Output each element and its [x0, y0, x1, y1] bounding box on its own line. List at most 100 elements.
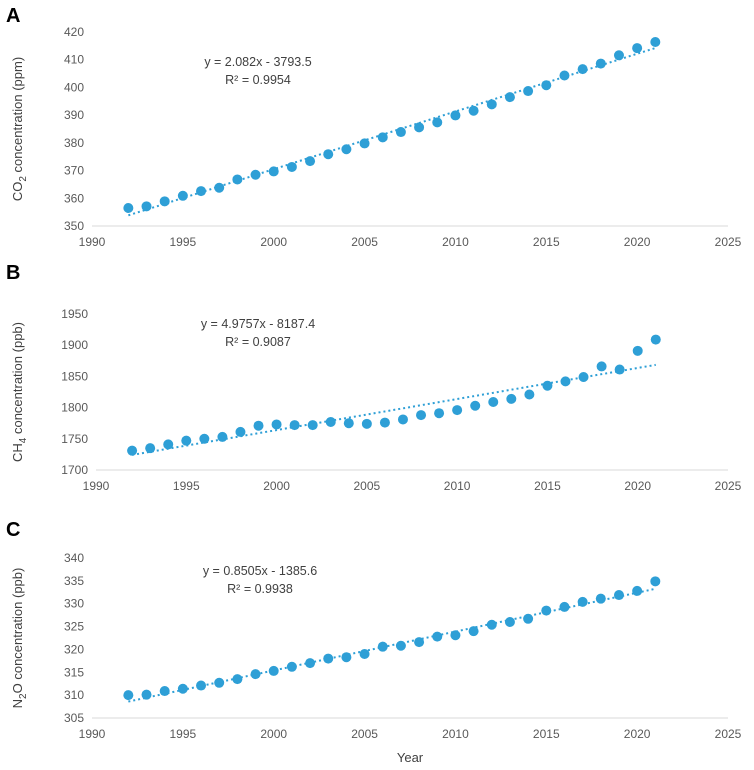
y-tick-label: 320: [64, 642, 84, 656]
data-point: [289, 420, 300, 431]
x-tick-label: 1995: [170, 727, 197, 741]
chart-panel-c: C 305 310 315 320 325 330 335 340 1990 1995 2000 200…: [6, 519, 742, 765]
y-axis-label-tail: O concentration (ppb): [10, 568, 25, 694]
data-point: [650, 36, 661, 47]
data-point: [452, 405, 463, 416]
data-point: [523, 613, 534, 624]
data-point: [450, 110, 461, 121]
data-point: [504, 617, 515, 627]
data-point: [450, 630, 461, 641]
data-point: [163, 439, 174, 450]
data-point: [123, 202, 134, 213]
data-point: [181, 435, 192, 446]
x-tick-label: 2010: [444, 479, 471, 493]
trendline: [128, 587, 656, 703]
data-point: [268, 665, 279, 676]
data-point: [559, 601, 570, 612]
data-point: [159, 196, 170, 207]
x-tick-label: 2005: [351, 235, 378, 249]
x-tick-label: 1990: [83, 479, 110, 493]
data-point: [305, 658, 316, 669]
data-point: [504, 92, 515, 103]
y-axis-label-subscript: 4: [18, 437, 29, 443]
data-point: [578, 372, 589, 383]
y-tick-label: 1750: [61, 432, 88, 446]
x-tick-label: 2010: [442, 235, 469, 249]
data-point: [395, 640, 406, 651]
y-tick-label: 1700: [61, 463, 88, 477]
data-point: [177, 683, 188, 694]
x-tick-label: 2010: [442, 727, 469, 741]
data-point: [177, 190, 188, 201]
data-point: [199, 433, 210, 444]
data-point: [123, 690, 134, 701]
data-point: [141, 201, 152, 212]
data-point: [486, 99, 497, 110]
y-tick-label: 410: [64, 53, 84, 67]
y-tick-label: 310: [64, 688, 84, 702]
y-tick-label: 330: [64, 597, 84, 611]
x-tick-label: 1990: [79, 235, 106, 249]
data-point: [361, 418, 372, 429]
y-tick-label: 360: [64, 191, 84, 205]
y-axis-label-main: N: [10, 699, 25, 708]
y-tick-label: 370: [64, 164, 84, 178]
data-point: [613, 50, 624, 61]
y-tick-label: 380: [64, 136, 84, 150]
trend-equation: y = 0.8505x - 1385.6: [203, 564, 317, 578]
panel-letter: B: [6, 262, 20, 284]
y-axis-label: CO2 concentration (ppm): [10, 57, 29, 201]
data-point: [613, 590, 624, 601]
data-point: [524, 389, 535, 400]
y-tick-label: 1950: [61, 307, 88, 321]
trend-r-squared: R² = 0.9938: [227, 582, 293, 596]
data-point: [468, 105, 479, 116]
data-point: [307, 420, 318, 431]
data-point: [523, 86, 534, 97]
y-tick-label: 340: [64, 551, 84, 565]
x-tick-label: 2000: [263, 479, 290, 493]
data-point: [377, 641, 388, 652]
y-tick-label: 305: [64, 711, 84, 725]
x-tick-label: 1995: [170, 235, 197, 249]
data-point: [416, 410, 427, 421]
data-point: [470, 400, 481, 411]
data-point: [145, 443, 156, 454]
data-point: [377, 132, 388, 143]
trendline: [131, 363, 656, 456]
data-point: [414, 637, 425, 648]
data-point: [577, 64, 588, 75]
data-point: [217, 431, 228, 442]
data-point: [127, 445, 138, 456]
data-point: [271, 419, 282, 430]
y-tick-label: 315: [64, 665, 84, 679]
data-point: [250, 669, 261, 680]
data-point: [468, 626, 479, 637]
y-axis-label-tail: concentration (ppb): [10, 322, 25, 438]
data-point: [632, 585, 643, 596]
x-tick-label: 2000: [260, 235, 287, 249]
y-tick-label: 1800: [61, 401, 88, 415]
y-axis-label-subscript: 2: [18, 693, 29, 699]
data-point: [341, 144, 352, 155]
x-axis-label: Year: [397, 750, 424, 765]
trend-equation: y = 2.082x - 3793.5: [204, 55, 311, 69]
data-point: [214, 182, 225, 193]
data-point: [325, 416, 336, 427]
chart-panel-b: B 1700 1750 1800 1850 1900 1950 1990 1995 2000 200…: [6, 262, 742, 493]
data-point: [359, 138, 370, 149]
data-point: [432, 631, 443, 642]
data-point: [541, 80, 552, 91]
data-point: [432, 117, 443, 128]
data-point: [434, 408, 445, 419]
data-point: [414, 122, 425, 133]
data-point: [323, 653, 334, 664]
data-point: [286, 661, 297, 672]
data-point: [141, 689, 152, 700]
data-point: [268, 166, 279, 177]
y-axis-label-main: CH: [10, 443, 25, 462]
y-axis-label-tail: concentration (ppm): [10, 57, 25, 176]
trend-r-squared: R² = 0.9087: [225, 335, 291, 349]
trend-equation: y = 4.9757x - 8187.4: [201, 317, 315, 331]
